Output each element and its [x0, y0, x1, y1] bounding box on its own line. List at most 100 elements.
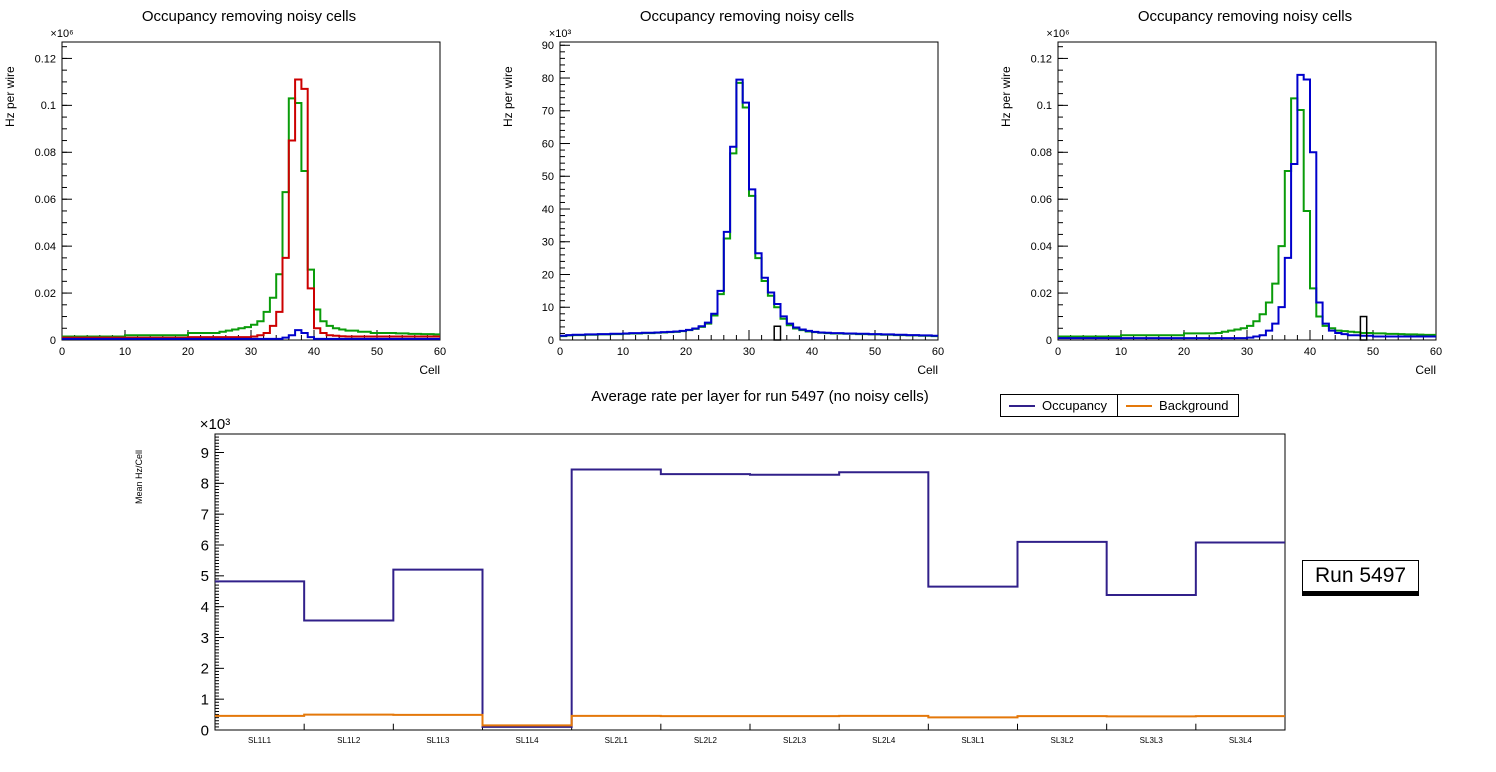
svg-text:Hz per wire: Hz per wire: [501, 66, 515, 127]
svg-text:40: 40: [308, 346, 320, 358]
legend-label: Occupancy: [1042, 398, 1108, 413]
background-line-swatch: [1126, 404, 1153, 407]
svg-text:0: 0: [1046, 335, 1052, 347]
svg-text:0.04: 0.04: [35, 241, 56, 253]
svg-text:Cell: Cell: [1415, 363, 1436, 377]
svg-text:SL1L4: SL1L4: [516, 736, 540, 745]
svg-text:0: 0: [50, 335, 56, 347]
svg-text:SL3L1: SL3L1: [961, 736, 985, 745]
svg-text:80: 80: [542, 73, 554, 85]
svg-text:SL1L3: SL1L3: [426, 736, 450, 745]
svg-text:50: 50: [371, 346, 383, 358]
svg-text:0.08: 0.08: [1031, 147, 1052, 159]
plot-canvas: 0 1 2 3 4 5 6 7 8 9 SL1L1 SL1L2 SL1L3 SL1L4 SL2L1 SL2L2…: [134, 416, 1286, 745]
legend-label: Background: [1159, 398, 1229, 413]
svg-text:0.12: 0.12: [35, 53, 56, 65]
svg-text:0.1: 0.1: [1037, 100, 1052, 112]
svg-text:0: 0: [59, 346, 65, 358]
legend: Occupancy Background: [1000, 394, 1240, 417]
svg-text:60: 60: [1430, 346, 1442, 358]
svg-text:6: 6: [201, 537, 209, 554]
svg-text:50: 50: [869, 346, 881, 358]
svg-text:×10³: ×10³: [200, 416, 230, 433]
svg-text:0.02: 0.02: [1031, 288, 1052, 300]
svg-text:1: 1: [201, 691, 209, 708]
svg-text:10: 10: [542, 302, 554, 314]
svg-text:×10³: ×10³: [549, 28, 572, 40]
svg-text:9: 9: [201, 445, 209, 462]
svg-text:SL3L2: SL3L2: [1051, 736, 1075, 745]
svg-text:40: 40: [1304, 346, 1316, 358]
svg-text:SL1L1: SL1L1: [248, 736, 272, 745]
plot-canvas: 0 0.02 0.04 0.06 0.08 0.1 0.12 0 10 20 30 40 50 60 ×10…: [3, 28, 446, 377]
svg-text:0.1: 0.1: [41, 100, 56, 112]
top-charts-row: Occupancy removing noisy cells 0 0.02 0.04…: [0, 0, 1496, 384]
svg-text:0.06: 0.06: [35, 194, 56, 206]
legend-item-background: Background: [1117, 394, 1240, 417]
svg-text:20: 20: [182, 346, 194, 358]
svg-text:SL1L2: SL1L2: [337, 736, 361, 745]
svg-text:0: 0: [557, 346, 563, 358]
svg-text:30: 30: [743, 346, 755, 358]
svg-text:5: 5: [201, 568, 209, 585]
legend-item-occupancy: Occupancy: [1000, 394, 1119, 417]
svg-text:90: 90: [542, 40, 554, 52]
svg-text:40: 40: [542, 204, 554, 216]
svg-text:SL2L2: SL2L2: [694, 736, 718, 745]
svg-text:7: 7: [201, 506, 209, 523]
run-label: Run 5497: [1302, 560, 1420, 596]
svg-text:3: 3: [201, 630, 209, 647]
svg-text:20: 20: [680, 346, 692, 358]
chart-occupancy-2: Occupancy removing noisy cells 0 10 20 30 40…: [498, 0, 996, 384]
svg-text:40: 40: [806, 346, 818, 358]
svg-text:Cell: Cell: [419, 363, 440, 377]
chart-title: Average rate per layer for run 5497 (no …: [591, 388, 929, 405]
svg-text:SL3L3: SL3L3: [1140, 736, 1164, 745]
svg-text:50: 50: [542, 171, 554, 183]
svg-text:0.04: 0.04: [1031, 241, 1052, 253]
chart-occupancy-3: Occupancy removing noisy cells 0 0.02 0.04…: [996, 0, 1494, 384]
svg-text:60: 60: [932, 346, 944, 358]
svg-text:4: 4: [201, 599, 209, 616]
chart-title: Occupancy removing noisy cells: [639, 8, 855, 25]
chart-title: Occupancy removing noisy cells: [1137, 8, 1353, 25]
svg-text:2: 2: [201, 661, 209, 678]
svg-text:0: 0: [1055, 346, 1061, 358]
chart-average-rate: Average rate per layer for run 5497 (no …: [120, 386, 1300, 770]
svg-text:0.02: 0.02: [35, 288, 56, 300]
svg-text:SL2L1: SL2L1: [605, 736, 629, 745]
svg-text:60: 60: [542, 138, 554, 150]
chart-occupancy-1: Occupancy removing noisy cells 0 0.02 0.04…: [0, 0, 498, 384]
svg-text:30: 30: [245, 346, 257, 358]
svg-text:0.06: 0.06: [1031, 194, 1052, 206]
svg-text:20: 20: [542, 269, 554, 281]
svg-text:SL2L4: SL2L4: [872, 736, 896, 745]
occupancy-line-swatch: [1009, 404, 1035, 407]
svg-text:×10⁶: ×10⁶: [1046, 28, 1069, 40]
svg-text:Cell: Cell: [917, 363, 938, 377]
svg-text:SL3L4: SL3L4: [1229, 736, 1253, 745]
svg-text:Hz per wire: Hz per wire: [3, 66, 17, 127]
svg-text:30: 30: [542, 237, 554, 249]
svg-text:8: 8: [201, 476, 209, 493]
svg-text:10: 10: [119, 346, 131, 358]
svg-text:0: 0: [201, 722, 209, 739]
svg-text:20: 20: [1178, 346, 1190, 358]
svg-text:60: 60: [434, 346, 446, 358]
svg-text:SL2L3: SL2L3: [783, 736, 807, 745]
plot-canvas: 0 0.02 0.04 0.06 0.08 0.1 0.12 0 10 20 30 40 50 60 ×10…: [999, 28, 1442, 377]
svg-text:Hz per wire: Hz per wire: [999, 66, 1013, 127]
svg-text:50: 50: [1367, 346, 1379, 358]
svg-text:0.12: 0.12: [1031, 53, 1052, 65]
svg-text:30: 30: [1241, 346, 1253, 358]
svg-text:10: 10: [617, 346, 629, 358]
svg-text:Mean Hz/Cell: Mean Hz/Cell: [134, 450, 144, 504]
svg-text:×10⁶: ×10⁶: [50, 28, 73, 40]
svg-text:0: 0: [548, 335, 554, 347]
plot-canvas: 0 10 20 30 40 50 60 70 80 90 0 10 20 30 40 50 60 ×10³ Cell…: [501, 28, 944, 377]
chart-title: Occupancy removing noisy cells: [141, 8, 357, 25]
svg-text:10: 10: [1115, 346, 1127, 358]
svg-text:0.08: 0.08: [35, 147, 56, 159]
svg-text:70: 70: [542, 106, 554, 118]
